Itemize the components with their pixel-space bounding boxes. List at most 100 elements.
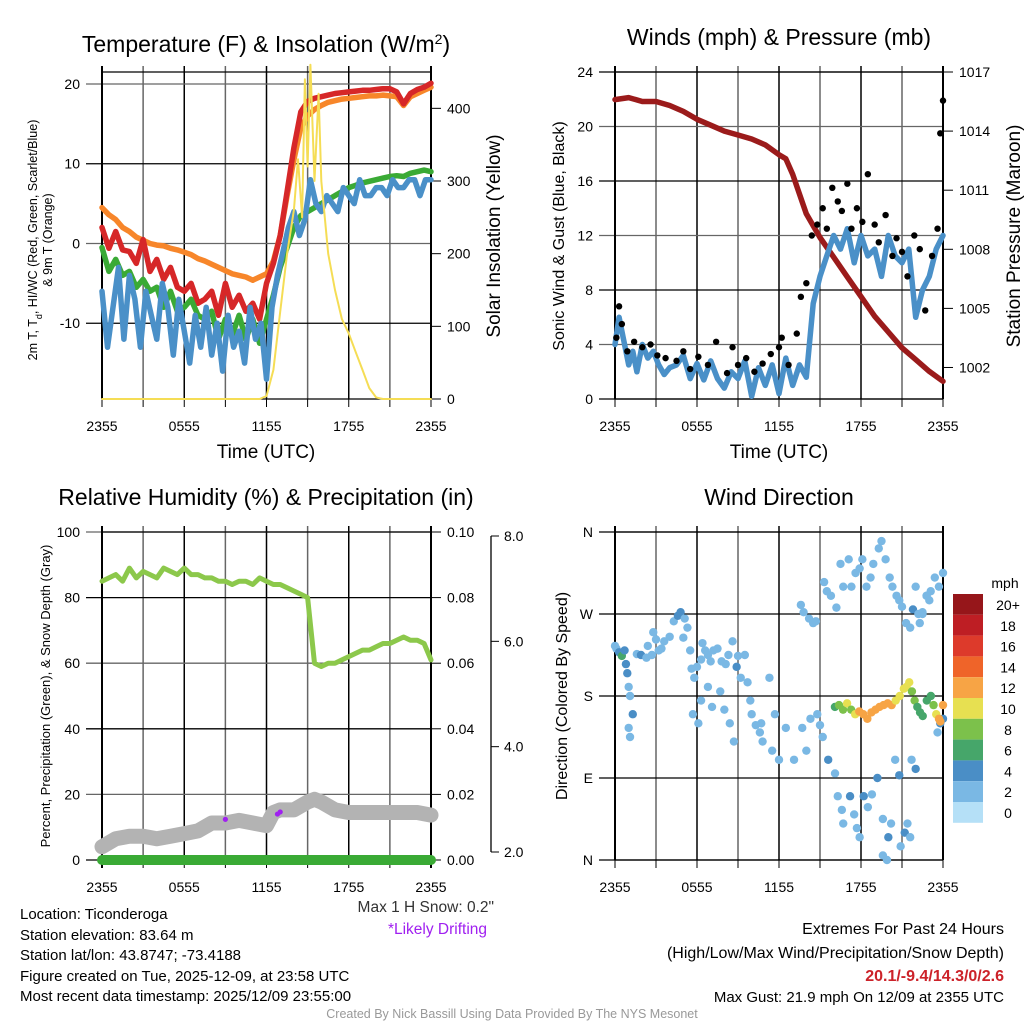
- wind-direction-point: [925, 596, 934, 605]
- gust-point: [808, 232, 815, 239]
- colorbar-swatch: [953, 781, 983, 802]
- wind-direction-point: [798, 723, 807, 733]
- colorbar-label: 20+: [996, 597, 1020, 613]
- y2-tick-label: 400: [447, 100, 471, 116]
- y2-tick-label: 1008: [959, 241, 990, 257]
- wind-direction-point: [796, 600, 806, 610]
- wind-direction-point: [703, 682, 713, 692]
- wind-direction-point: [736, 673, 745, 682]
- colorbar-swatch: [953, 614, 983, 636]
- colorbar-swatch: [953, 677, 983, 698]
- chart-title: Wind Direction: [704, 484, 854, 510]
- y2-tick-label: 0.00: [447, 852, 474, 868]
- gust-point: [793, 330, 800, 337]
- wind-direction-point: [847, 582, 856, 591]
- gust-point: [654, 352, 661, 359]
- y2-tick-label: 1017: [959, 64, 990, 80]
- x-tick-label: 1755: [845, 879, 876, 895]
- chart-title: Relative Humidity (%) & Precipitation (i…: [58, 484, 473, 510]
- y-tick-label: 0: [72, 852, 80, 868]
- wind-direction-point: [845, 792, 855, 801]
- series-solar-insolation: [101, 63, 432, 400]
- wind-direction-point: [725, 719, 734, 728]
- x-tick-label: 1755: [333, 879, 364, 895]
- gust-point: [630, 338, 638, 345]
- chart-title: Temperature (F) & Insolation (W/m2): [82, 31, 450, 57]
- y-tick-label: -10: [60, 315, 80, 331]
- y3-tick-label: 2.0: [504, 844, 524, 860]
- wind-direction-point: [837, 805, 847, 815]
- gust-point: [785, 361, 792, 369]
- wind-direction-point: [867, 790, 877, 799]
- colorbar-label: 10: [1000, 701, 1016, 717]
- wind-direction-point: [938, 700, 948, 710]
- extremes-block: Extremes For Past 24 Hours (High/Low/Max…: [667, 918, 1004, 1008]
- gust-point: [922, 307, 929, 314]
- gust-point: [882, 211, 889, 219]
- wind-direction-point: [895, 771, 904, 780]
- station-info: Location: Ticonderoga Station elevation:…: [20, 905, 351, 1008]
- wind-direction-point: [895, 691, 904, 701]
- wind-direction-point: [813, 710, 822, 719]
- gust-point: [767, 350, 774, 358]
- gust-point: [848, 225, 855, 232]
- wind-direction-point: [911, 582, 920, 591]
- gust-point: [639, 344, 646, 351]
- wind-direction-point: [707, 702, 717, 712]
- wind-direction-point: [740, 650, 750, 660]
- gust-point: [875, 239, 882, 246]
- x-axis-label: Time (UTC): [217, 442, 316, 463]
- wind-direction-point: [918, 607, 927, 617]
- gust-point: [647, 341, 654, 348]
- gust-point: [759, 360, 766, 367]
- max-gust-text: Max Gust: 21.9 mph On 12/09 at 2355 UTC: [713, 989, 1004, 1006]
- gust-point: [814, 221, 821, 228]
- wind-direction-point: [881, 555, 890, 564]
- x-tick-label: 2355: [599, 418, 630, 434]
- y-tick-label: 100: [57, 524, 81, 540]
- gust-point: [898, 248, 906, 256]
- y-tick-label: 20: [64, 76, 80, 92]
- wind-direction-point: [905, 678, 914, 687]
- x-tick-label: 1755: [333, 418, 364, 434]
- wind-direction-point: [926, 691, 936, 701]
- wdir-panel: N E S W N 2355 0555 1155 1755 2355 Wind Direction D…: [554, 484, 1020, 895]
- y2-tick-label: 0.02: [447, 786, 474, 802]
- wind-direction-point: [802, 746, 811, 755]
- chart-title: Winds (mph) & Pressure (mb): [627, 24, 931, 50]
- wind-direction-point: [877, 536, 886, 546]
- wind-direction-point: [770, 710, 780, 719]
- colorbar-label: 2: [1004, 784, 1012, 800]
- wind-direction-point: [815, 720, 825, 730]
- gust-point: [844, 180, 851, 187]
- gust-point: [662, 354, 669, 362]
- wind-direction-point: [692, 662, 702, 672]
- y2-tick-label: 0.08: [447, 590, 474, 606]
- wind-direction-point: [855, 564, 864, 573]
- gust-point: [673, 357, 680, 365]
- gust-point: [613, 334, 620, 341]
- x-axis-label: Time (UTC): [730, 442, 829, 463]
- y2-tick-label: 300: [447, 173, 471, 189]
- colorbar-label: 4: [1004, 763, 1012, 779]
- y-tick-label: 24: [577, 64, 593, 80]
- wind-direction-point: [907, 687, 917, 696]
- y3-tick-label: 8.0: [504, 528, 524, 544]
- wind-direction-point: [929, 700, 938, 710]
- drifting-point: [277, 809, 283, 815]
- wind-direction-point: [720, 705, 729, 714]
- series-td: [99, 167, 434, 346]
- extremes-values: 20.1/-9.4/14.3/0/2.6: [865, 968, 1004, 985]
- y3-tick-label: 6.0: [504, 633, 524, 649]
- wind-direction-point: [746, 696, 755, 705]
- gust-point: [734, 361, 742, 369]
- x-tick-label: 1155: [251, 418, 281, 434]
- x-tick-label: 2355: [599, 879, 630, 895]
- y-tick-label: 60: [64, 655, 80, 671]
- y2-axis-label: Station Pressure (Maroon): [1004, 125, 1024, 348]
- gust-point: [937, 130, 944, 137]
- wind-direction-point: [755, 728, 765, 737]
- gust-point: [893, 235, 900, 242]
- x-tick-label: 2355: [86, 418, 117, 434]
